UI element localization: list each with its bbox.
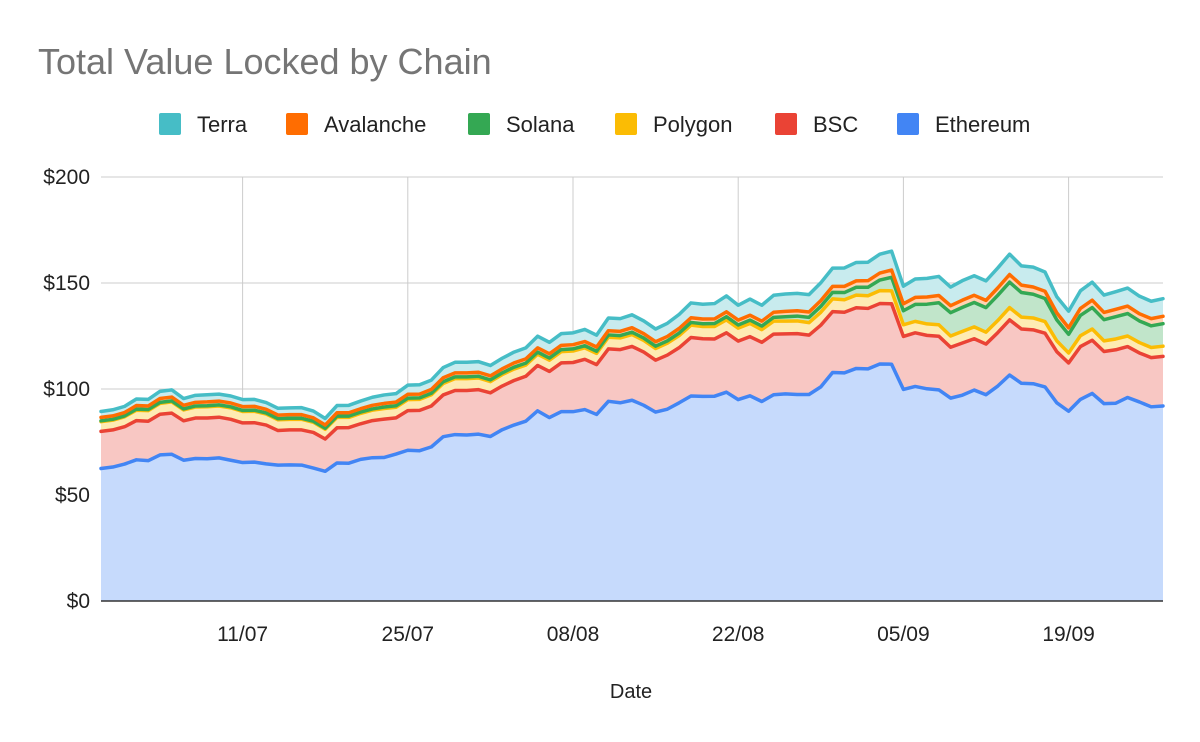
legend-label-solana: Solana [506,112,575,137]
chart-title: Total Value Locked by Chain [38,41,492,82]
line-terra [99,249,1165,421]
legend-item-avalanche: Avalanche [286,112,426,137]
x-tick-label-5: 19/09 [1042,623,1095,646]
line-bsc [99,301,1165,441]
y-tick-label-0: $0 [67,590,90,613]
line-solana [99,275,1165,430]
legend-label-terra: Terra [197,112,248,137]
legend-swatch-polygon [615,113,637,135]
legend: Terra Avalanche Solana Polygon BSC Ethereum [159,112,1030,137]
x-tick-label-3: 22/08 [712,623,765,646]
legend-label-ethereum: Ethereum [935,112,1030,137]
line-avalanche [99,268,1165,427]
area-ethereum [101,363,1163,601]
y-tick-label-2: $100 [43,378,90,401]
legend-item-solana: Solana [468,112,575,137]
legend-label-bsc: BSC [813,112,858,137]
x-tick-label-0: 11/07 [217,623,268,646]
x-tick-label-1: 25/07 [382,623,435,646]
legend-item-ethereum: Ethereum [897,112,1030,137]
y-axis-tick-labels: $0 $50 $100 $150 $200 [43,166,90,613]
legend-swatch-terra [159,113,181,135]
series-lines [99,249,1165,474]
y-tick-label-3: $150 [43,272,90,295]
y-tick-label-1: $50 [55,484,90,507]
x-tick-label-4: 05/09 [877,623,930,646]
legend-item-bsc: BSC [775,112,858,137]
x-axis-title: Date [610,681,652,703]
legend-label-polygon: Polygon [653,112,733,137]
legend-swatch-solana [468,113,490,135]
x-tick-label-2: 08/08 [547,623,600,646]
y-tick-label-4: $200 [43,166,90,189]
legend-item-polygon: Polygon [615,112,733,137]
series-areas [101,251,1163,601]
area-bsc [101,303,1163,472]
legend-item-terra: Terra [159,112,248,137]
legend-swatch-ethereum [897,113,919,135]
legend-label-avalanche: Avalanche [324,112,426,137]
legend-swatch-bsc [775,113,797,135]
x-axis-tick-labels: 11/07 25/07 08/08 22/08 05/09 19/09 [217,623,1095,646]
line-ethereum [99,362,1165,474]
legend-swatch-avalanche [286,113,308,135]
